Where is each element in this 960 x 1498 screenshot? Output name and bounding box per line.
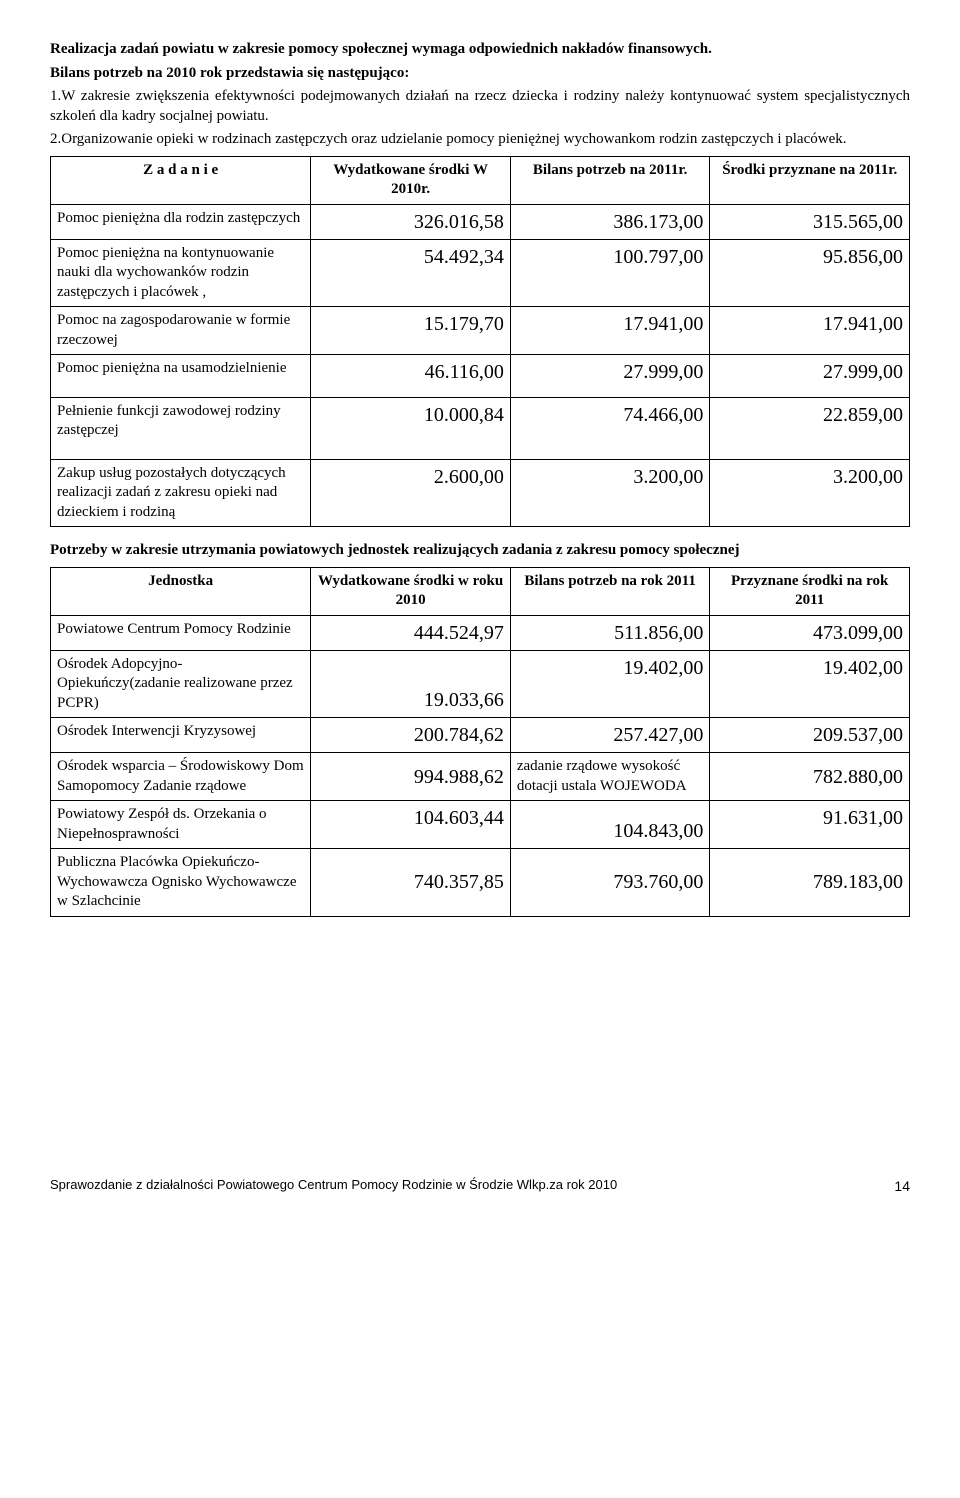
t1-r2-v1: 15.179,70 — [311, 307, 511, 355]
t2-h2: Wydatkowane środki w roku 2010 — [311, 567, 511, 615]
t1-r3-v3: 27.999,00 — [710, 355, 910, 398]
t1-r5-v3: 3.200,00 — [710, 459, 910, 527]
t1-r2-label: Pomoc na zagospodarowanie w formie rzecz… — [51, 307, 311, 355]
t1-r0-label: Pomoc pieniężna dla rodzin zastępczych — [51, 204, 311, 239]
intro-line1: Realizacja zadań powiatu w zakresie pomo… — [50, 40, 910, 60]
table-row: Powiatowy Zespół ds. Orzekania o Niepełn… — [51, 801, 910, 849]
t2-r4-label: Powiatowy Zespół ds. Orzekania o Niepełn… — [51, 801, 311, 849]
section2-title: Potrzeby w zakresie utrzymania powiatowy… — [50, 541, 910, 561]
t2-r0-v1: 444.524,97 — [311, 615, 511, 650]
table-row: Powiatowe Centrum Pomocy Rodzinie 444.52… — [51, 615, 910, 650]
t2-r3-v3: 782.880,00 — [710, 753, 910, 801]
t2-r4-v1: 104.603,44 — [311, 801, 511, 849]
table-row: Ośrodek wsparcia – Środowiskowy Dom Samo… — [51, 753, 910, 801]
t2-h4: Przyznane środki na rok 2011 — [710, 567, 910, 615]
intro-item1: 1.W zakresie zwiększenia efektywności po… — [50, 87, 910, 126]
t1-r5-label: Zakup usług pozostałych dotyczących real… — [51, 459, 311, 527]
t1-r4-v1: 10.000,84 — [311, 397, 511, 459]
t1-r0-v1: 326.016,58 — [311, 204, 511, 239]
t2-r0-v2: 511.856,00 — [510, 615, 710, 650]
t2-r1-v3: 19.402,00 — [710, 650, 910, 718]
table-units: Jednostka Wydatkowane środki w roku 2010… — [50, 567, 910, 917]
t1-r4-label: Pełnienie funkcji zawodowej rodziny zast… — [51, 397, 311, 459]
t2-r1-v1: 19.033,66 — [311, 650, 511, 718]
t2-h3: Bilans potrzeb na rok 2011 — [510, 567, 710, 615]
t2-r2-v1: 200.784,62 — [311, 718, 511, 753]
t1-r3-v2: 27.999,00 — [510, 355, 710, 398]
table-row: Ośrodek Interwencji Kryzysowej 200.784,6… — [51, 718, 910, 753]
t1-r4-v3: 22.859,00 — [710, 397, 910, 459]
table-row: Ośrodek Adopcyjno-Opiekuńczy(zadanie rea… — [51, 650, 910, 718]
t1-h2: Wydatkowane środki W 2010r. — [311, 156, 511, 204]
t2-r2-label: Ośrodek Interwencji Kryzysowej — [51, 718, 311, 753]
t2-r5-v3: 789.183,00 — [710, 849, 910, 917]
t1-r1-label: Pomoc pieniężna na kontynuowanie nauki d… — [51, 239, 311, 307]
t2-r5-v2: 793.760,00 — [510, 849, 710, 917]
footer-text: Sprawozdanie z działalności Powiatowego … — [50, 1177, 617, 1195]
t1-r5-v1: 2.600,00 — [311, 459, 511, 527]
t2-r2-v2: 257.427,00 — [510, 718, 710, 753]
table-tasks: Z a d a n i e Wydatkowane środki W 2010r… — [50, 156, 910, 528]
t1-r1-v3: 95.856,00 — [710, 239, 910, 307]
t2-r5-v1: 740.357,85 — [311, 849, 511, 917]
t2-r4-v2: 104.843,00 — [510, 801, 710, 849]
t1-h1: Z a d a n i e — [51, 156, 311, 204]
t2-r0-v3: 473.099,00 — [710, 615, 910, 650]
t1-h3: Bilans potrzeb na 2011r. — [510, 156, 710, 204]
t1-r0-v3: 315.565,00 — [710, 204, 910, 239]
t2-r4-v3: 91.631,00 — [710, 801, 910, 849]
t2-r3-v1: 994.988,62 — [311, 753, 511, 801]
table-row: Pomoc pieniężna na usamodzielnienie 46.1… — [51, 355, 910, 398]
t1-r2-v2: 17.941,00 — [510, 307, 710, 355]
t1-r0-v2: 386.173,00 — [510, 204, 710, 239]
page-footer: Sprawozdanie z działalności Powiatowego … — [50, 1177, 910, 1195]
t1-r5-v2: 3.200,00 — [510, 459, 710, 527]
t2-r0-label: Powiatowe Centrum Pomocy Rodzinie — [51, 615, 311, 650]
t2-r5-label: Publiczna Placówka Opiekuńczo-Wychowawcz… — [51, 849, 311, 917]
footer-page: 14 — [894, 1177, 910, 1195]
t2-r1-v2: 19.402,00 — [510, 650, 710, 718]
table-row: Pomoc pieniężna dla rodzin zastępczych 3… — [51, 204, 910, 239]
t2-r2-v3: 209.537,00 — [710, 718, 910, 753]
table-row: Pomoc pieniężna na kontynuowanie nauki d… — [51, 239, 910, 307]
t1-r1-v2: 100.797,00 — [510, 239, 710, 307]
t2-h1: Jednostka — [51, 567, 311, 615]
t1-r3-v1: 46.116,00 — [311, 355, 511, 398]
table-row: Pełnienie funkcji zawodowej rodziny zast… — [51, 397, 910, 459]
t2-r3-label: Ośrodek wsparcia – Środowiskowy Dom Samo… — [51, 753, 311, 801]
t1-r3-label: Pomoc pieniężna na usamodzielnienie — [51, 355, 311, 398]
t1-r2-v3: 17.941,00 — [710, 307, 910, 355]
t2-r1-label: Ośrodek Adopcyjno-Opiekuńczy(zadanie rea… — [51, 650, 311, 718]
intro-item2: 2.Organizowanie opieki w rodzinach zastę… — [50, 130, 910, 150]
table-row: Publiczna Placówka Opiekuńczo-Wychowawcz… — [51, 849, 910, 917]
t1-h4: Środki przyznane na 2011r. — [710, 156, 910, 204]
t1-r1-v1: 54.492,34 — [311, 239, 511, 307]
table-row: Pomoc na zagospodarowanie w formie rzecz… — [51, 307, 910, 355]
t1-r4-v2: 74.466,00 — [510, 397, 710, 459]
t2-r3-v2text: zadanie rządowe wysokość dotacji ustala … — [510, 753, 710, 801]
table-row: Zakup usług pozostałych dotyczących real… — [51, 459, 910, 527]
intro-line2: Bilans potrzeb na 2010 rok przedstawia s… — [50, 64, 910, 84]
